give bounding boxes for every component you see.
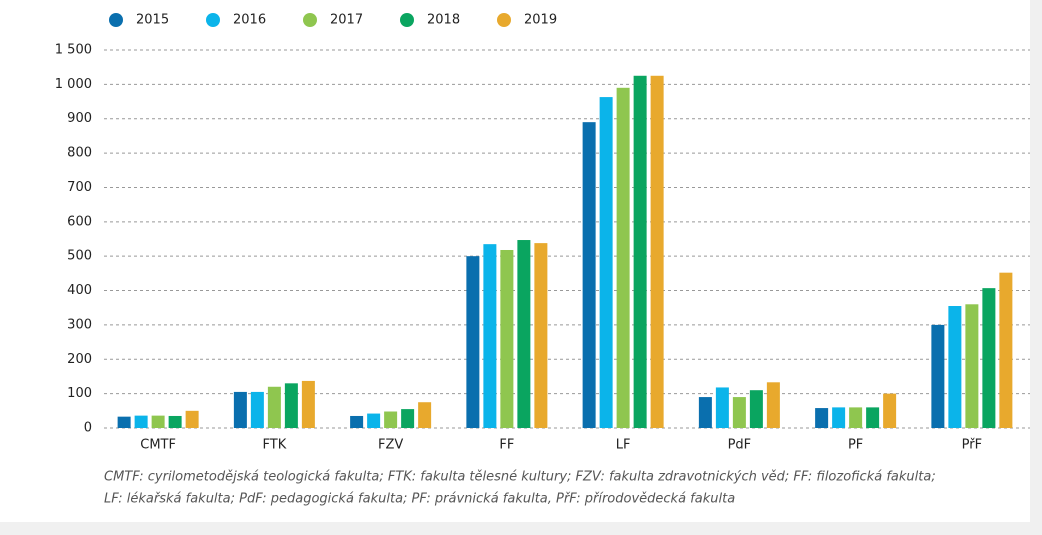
- bar: [500, 249, 514, 428]
- y-tick-label: 1 500: [55, 43, 92, 58]
- x-tick-label: FTK: [263, 438, 287, 453]
- y-tick-label: 900: [67, 111, 92, 126]
- bar: [599, 97, 613, 428]
- x-tick-label: PdF: [728, 438, 752, 453]
- bar: [849, 407, 863, 428]
- x-tick-label: PřF: [962, 438, 982, 453]
- bar: [931, 324, 945, 428]
- bar: [650, 75, 664, 428]
- bar: [698, 397, 712, 428]
- bar: [250, 391, 264, 428]
- bar: [732, 397, 746, 428]
- y-tick-label: 200: [67, 352, 92, 367]
- bar: [965, 304, 979, 428]
- bar: [517, 240, 531, 428]
- y-tick-label: 300: [67, 317, 92, 332]
- bar: [982, 288, 996, 428]
- bar: [151, 415, 165, 428]
- bar: [267, 386, 281, 428]
- bar: [168, 415, 182, 428]
- legend-swatch: [400, 13, 414, 27]
- footnote: LF: lékařská fakulta; PdF: pedagogická f…: [104, 492, 735, 507]
- y-tick-label: 0: [84, 421, 92, 436]
- bar: [367, 413, 381, 428]
- bar: [233, 391, 247, 428]
- bar: [866, 407, 880, 428]
- bar: [715, 387, 729, 428]
- y-tick-label: 400: [67, 283, 92, 298]
- bar: [633, 75, 647, 428]
- legend-label: 2019: [524, 13, 557, 28]
- x-tick-label: FF: [499, 438, 514, 453]
- x-tick-label: FZV: [378, 438, 403, 453]
- legend-label: 2018: [427, 13, 460, 28]
- bar: [350, 415, 364, 428]
- bar: [883, 393, 897, 428]
- legend-swatch: [497, 13, 511, 27]
- bar: [616, 87, 630, 429]
- x-tick-label: PF: [848, 438, 863, 453]
- bar: [134, 415, 148, 428]
- y-tick-label: 100: [67, 386, 92, 401]
- bar: [418, 402, 432, 428]
- bar: [284, 383, 298, 428]
- bar: [185, 410, 199, 428]
- bar: [582, 122, 596, 428]
- y-tick-label: 600: [67, 214, 92, 229]
- bar: [384, 411, 398, 428]
- panel: [0, 0, 1030, 522]
- bar: [401, 409, 415, 428]
- y-tick-label: 700: [67, 180, 92, 195]
- bar: [466, 256, 480, 428]
- y-tick-label: 1 000: [55, 77, 92, 92]
- legend-label: 2015: [136, 13, 169, 28]
- bar: [749, 390, 763, 428]
- footnote: CMTF: cyrilometodějská teologická fakult…: [104, 470, 936, 485]
- bar: [117, 416, 131, 428]
- bar: [766, 382, 780, 428]
- legend-label: 2016: [233, 13, 266, 28]
- x-tick-label: LF: [616, 438, 631, 453]
- bar: [301, 380, 315, 428]
- legend-swatch: [109, 13, 123, 27]
- legend-label: 2017: [330, 13, 363, 28]
- bar: [815, 408, 829, 428]
- y-tick-label: 800: [67, 146, 92, 161]
- legend-swatch: [206, 13, 220, 27]
- legend-swatch: [303, 13, 317, 27]
- bar: [948, 306, 962, 428]
- y-tick-label: 500: [67, 249, 92, 264]
- bar: [832, 407, 846, 428]
- x-tick-label: CMTF: [140, 438, 176, 453]
- bar: [999, 272, 1013, 428]
- bar: [483, 244, 497, 428]
- bar: [534, 243, 548, 428]
